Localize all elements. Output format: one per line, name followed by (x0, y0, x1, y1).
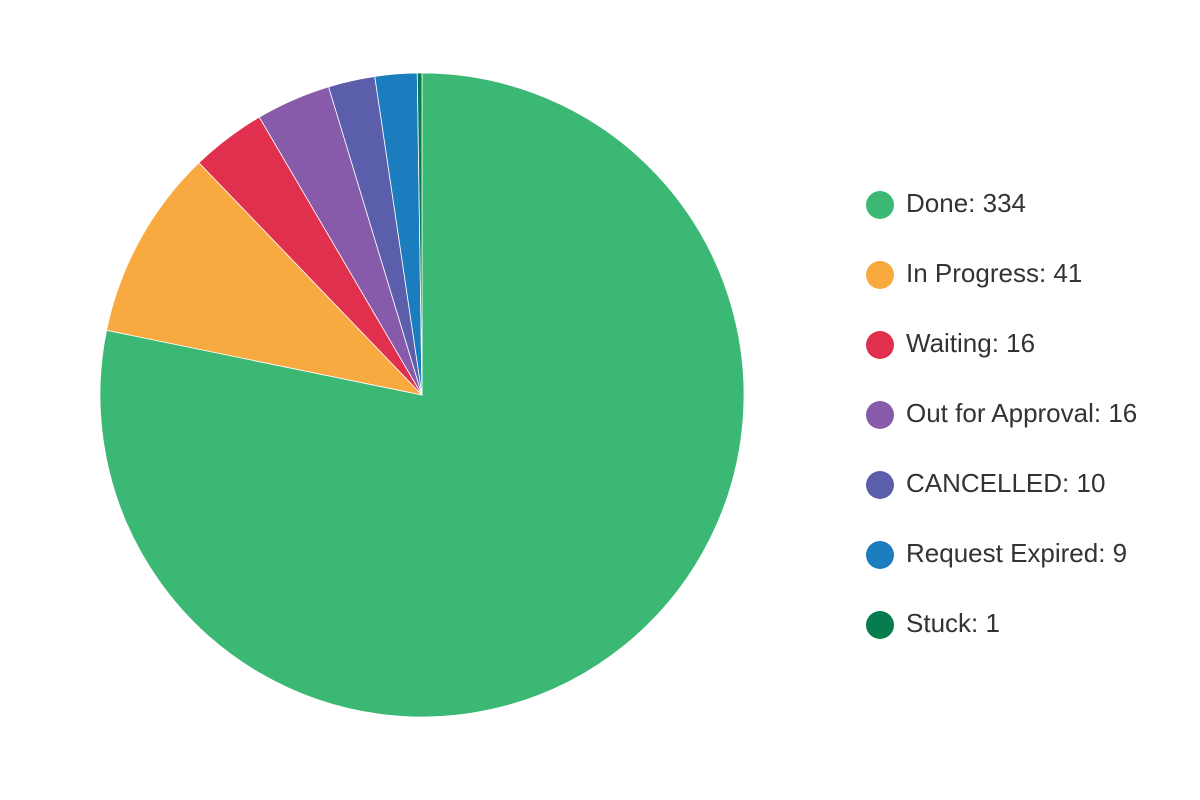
legend-marker (866, 401, 894, 429)
legend-marker (866, 471, 894, 499)
legend-marker (866, 541, 894, 569)
legend-marker (866, 191, 894, 219)
pie-slice (416, 72, 423, 396)
legend-label: Waiting: 16 (906, 328, 1035, 358)
legend-label: CANCELLED: 10 (906, 468, 1105, 498)
legend-marker (866, 611, 894, 639)
pie-slice (106, 162, 424, 396)
legend-label: Stuck: 1 (906, 608, 1000, 638)
legend-marker (866, 261, 894, 289)
legend-label: Done: 334 (906, 188, 1026, 218)
legend-marker (866, 331, 894, 359)
legend-label: In Progress: 41 (906, 258, 1082, 288)
legend-label: Request Expired: 9 (906, 538, 1127, 568)
legend-label: Out for Approval: 16 (906, 398, 1137, 428)
